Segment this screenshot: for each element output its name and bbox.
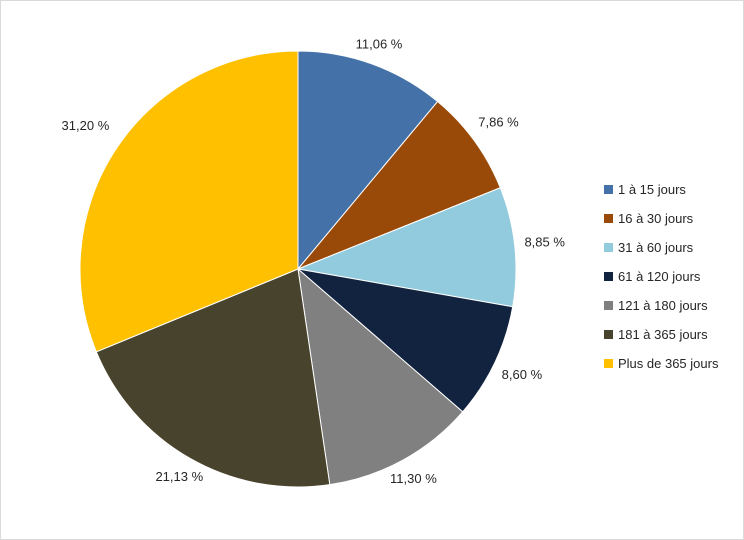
data-label-4: 8,60 % (502, 367, 543, 382)
pie-slice-1 (297, 50, 439, 271)
legend-swatch (604, 359, 613, 368)
pie-data-labels: 11,06 % 7,86 % 8,85 % 8,60 % 11,30 % 21,13 % 3… (62, 37, 566, 486)
data-label-7: 31,20 % (62, 118, 110, 133)
legend-label: 31 à 60 jours (618, 240, 694, 255)
legend-swatch (604, 272, 613, 281)
pie-slice-2 (297, 100, 501, 270)
pie-slice-3 (296, 187, 517, 308)
pie-slice-4 (296, 268, 514, 413)
chart-legend: 1 à 15 jours 16 à 30 jours 31 à 60 jours 61… (604, 175, 718, 378)
legend-item-1: 1 à 15 jours (604, 175, 718, 204)
legend-item-5: 121 à 180 jours (604, 291, 718, 320)
data-label-1: 11,06 % (356, 37, 403, 52)
legend-label: Plus de 365 jours (618, 356, 719, 371)
legend-swatch (604, 243, 613, 252)
legend-swatch (604, 330, 613, 339)
legend-label: 61 à 120 jours (618, 269, 701, 284)
pie-slice-6 (95, 268, 331, 488)
legend-label: 121 à 180 jours (618, 298, 708, 313)
data-label-6: 21,13 % (155, 469, 203, 484)
data-label-5: 11,30 % (390, 471, 437, 486)
legend-swatch (604, 185, 613, 194)
pie-slices (79, 50, 517, 488)
pie-slice-7 (79, 50, 299, 353)
legend-swatch (604, 301, 613, 310)
legend-swatch (604, 214, 613, 223)
data-label-2: 7,86 % (478, 115, 519, 130)
legend-item-7: Plus de 365 jours (604, 349, 718, 378)
legend-label: 1 à 15 jours (618, 182, 686, 197)
pie-slice-5 (297, 267, 464, 486)
legend-label: 181 à 365 jours (618, 327, 708, 342)
legend-item-6: 181 à 365 jours (604, 320, 718, 349)
legend-item-2: 16 à 30 jours (604, 204, 718, 233)
legend-label: 16 à 30 jours (618, 211, 694, 226)
legend-item-4: 61 à 120 jours (604, 262, 718, 291)
data-label-3: 8,85 % (524, 235, 565, 250)
legend-item-3: 31 à 60 jours (604, 233, 718, 262)
